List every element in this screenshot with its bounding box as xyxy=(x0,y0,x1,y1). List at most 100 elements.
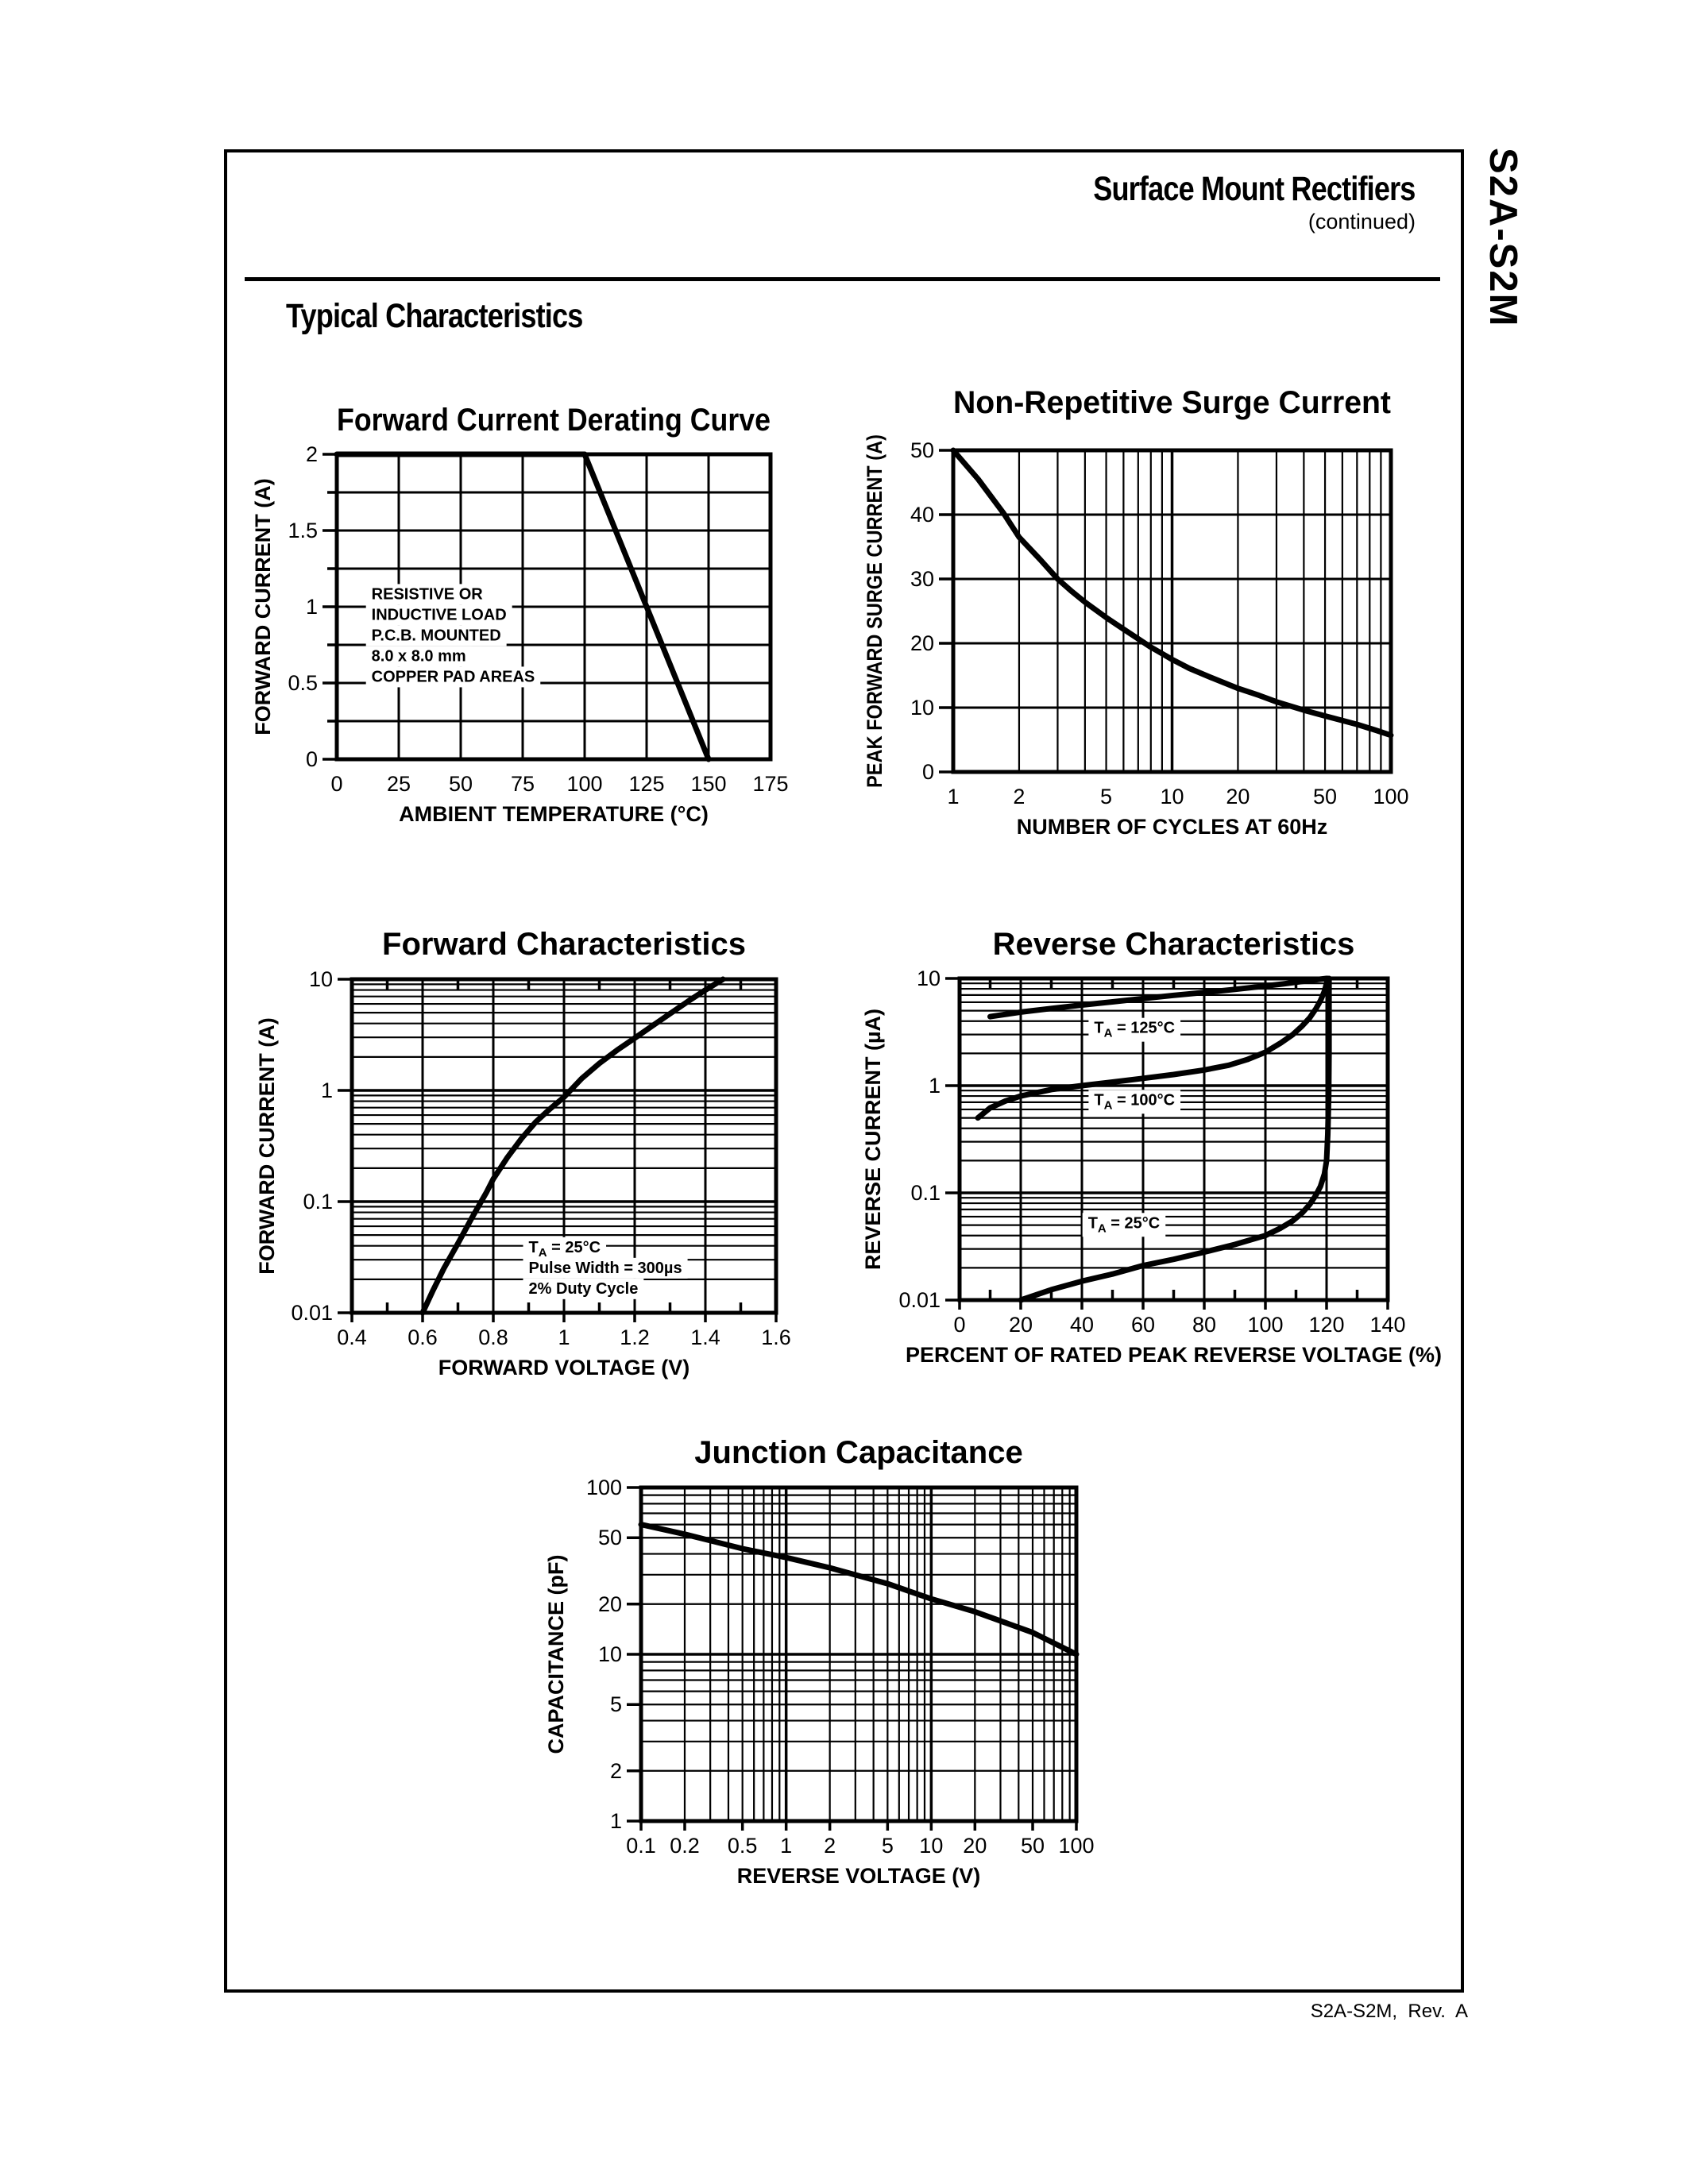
data-curve-reverse-100c xyxy=(975,975,1331,1121)
page-subtitle: (continued) xyxy=(1308,210,1416,233)
x-tick-label: 0.6 xyxy=(408,1325,438,1349)
x-axis-title: NUMBER OF CYCLES AT 60Hz xyxy=(1017,815,1328,839)
x-axis-title: PERCENT OF RATED PEAK REVERSE VOLTAGE (%… xyxy=(906,1343,1442,1367)
chart-reverse: TA = 125°C TA = 100°C TA = 25°C 0 20 40 60 80 10… xyxy=(842,905,1485,1410)
y-tick-label: 0.1 xyxy=(303,1190,333,1214)
x-tick-label: 0.5 xyxy=(728,1834,758,1858)
y-tick-label: 10 xyxy=(598,1642,622,1666)
y-tick-label: 0 xyxy=(306,747,318,771)
x-tick-label: 140 xyxy=(1369,1313,1405,1337)
y-tick-label: 5 xyxy=(610,1692,622,1716)
chart-title: Junction Capacitance xyxy=(694,1435,1022,1470)
x-tick-label: 0.4 xyxy=(337,1325,367,1349)
x-tick-label: 0.8 xyxy=(478,1325,508,1349)
x-tick-label: 150 xyxy=(690,772,726,796)
y-tick-label: 0.01 xyxy=(291,1301,333,1325)
side-tab-part-number: S2A-S2M xyxy=(1481,148,1524,328)
tick-labels: 0.1 0.2 0.5 1 2 5 10 20 50 100 1 2 5 10 20 50 100 xyxy=(586,1476,1095,1858)
x-tick-label: 20 xyxy=(1226,785,1250,808)
x-tick-label: 10 xyxy=(1160,785,1184,808)
y-tick-label: 10 xyxy=(910,696,934,720)
annotation-text: 2% Duty Cycle xyxy=(529,1280,639,1298)
tick-labels: 1 2 5 10 20 50 100 0 10 20 30 40 50 xyxy=(910,438,1409,808)
y-tick-label: 10 xyxy=(917,967,941,990)
y-tick-label: 10 xyxy=(309,967,333,991)
data-curve-surge-curve xyxy=(950,447,1394,739)
x-tick-label: 1.2 xyxy=(620,1325,650,1349)
y-axis-title: CAPACITANCE (pF) xyxy=(544,1555,568,1754)
x-tick-label: 80 xyxy=(1192,1313,1216,1337)
y-tick-label: 0.5 xyxy=(288,671,318,695)
x-tick-label: 120 xyxy=(1308,1313,1344,1337)
y-tick-label: 2 xyxy=(610,1759,622,1783)
chart-annotation: TA = 100°C xyxy=(1088,1090,1181,1114)
x-tick-label: 100 xyxy=(1373,785,1408,808)
annotation-mask xyxy=(523,1237,607,1261)
plot-border xyxy=(350,977,778,1315)
y-tick-label: 100 xyxy=(586,1476,622,1499)
chart-forward: TA = 25°C Pulse Width = 300µs 2% Duty Cycl… xyxy=(254,905,882,1410)
chart-canvas-surge: 1 2 5 10 20 50 100 0 10 20 30 40 50 Non-Repetitive Su… xyxy=(863,385,1409,839)
data-curve-capacitance-curve xyxy=(638,1522,1080,1657)
y-tick-label: 50 xyxy=(598,1526,622,1549)
axis-ticks xyxy=(323,453,337,761)
plot-border xyxy=(957,976,1390,1302)
x-tick-label: 2 xyxy=(824,1834,836,1858)
y-tick-label: 40 xyxy=(910,503,934,527)
y-axis-title: FORWARD CURRENT (A) xyxy=(251,478,275,735)
annotation-mask xyxy=(365,604,512,626)
annotation-text: TA = 25°C xyxy=(1088,1214,1161,1235)
annotation-text: TA = 25°C xyxy=(529,1239,601,1260)
section-title: Typical Characteristics xyxy=(286,297,583,335)
y-tick-label: 2 xyxy=(306,442,318,466)
annotation-mask xyxy=(1088,1017,1181,1042)
page-title: Surface Mount Rectifiers xyxy=(1093,170,1416,208)
x-axis-title: FORWARD VOLTAGE (V) xyxy=(438,1356,690,1379)
x-tick-label: 1 xyxy=(947,785,959,808)
plot-grid xyxy=(352,979,776,1313)
x-tick-label: 1.6 xyxy=(761,1325,791,1349)
x-tick-label: 5 xyxy=(882,1834,894,1858)
chart-junction: 0.1 0.2 0.5 1 2 5 10 20 50 100 1 2 5 10 20 50 100 Junctio… xyxy=(524,1414,1168,1930)
x-tick-label: 60 xyxy=(1131,1313,1155,1337)
x-tick-label: 100 xyxy=(1058,1834,1094,1858)
x-tick-label: 0 xyxy=(953,1313,965,1337)
axis-ticks xyxy=(939,449,953,774)
y-axis-title: PEAK FORWARD SURGE CURRENT (A) xyxy=(863,434,886,788)
x-tick-label: 0.1 xyxy=(626,1834,656,1858)
y-tick-label: 1 xyxy=(321,1078,333,1102)
data-curve-forward-curve xyxy=(419,976,726,1316)
plot-grid xyxy=(953,450,1391,772)
chart-canvas-reverse: TA = 125°CTA = 100°CTA = 25°C0 20 40 60 80 10… xyxy=(861,927,1442,1367)
chart-title: Forward Current Derating Curve xyxy=(337,403,771,438)
tick-labels: 0 20 40 60 80 100 120 140 0.01 0.1 1 10 xyxy=(898,967,1405,1337)
chart-annotation: RESISTIVE OR INDUCTIVE LOAD P.C.B. MOUNTED… xyxy=(365,584,541,688)
annotation-text: RESISTIVE OR xyxy=(372,585,484,603)
chart-canvas-junction: 0.1 0.2 0.5 1 2 5 10 20 50 100 1 2 5 10 20 50 100 Junctio… xyxy=(544,1435,1095,1888)
chart-derating: RESISTIVE OR INDUCTIVE LOAD P.C.B. MOUNTED… xyxy=(238,393,866,886)
plot-grid xyxy=(641,1488,1076,1821)
x-tick-label: 125 xyxy=(628,772,664,796)
annotation-text: INDUCTIVE LOAD xyxy=(372,606,507,623)
y-tick-label: 0 xyxy=(922,760,934,784)
chart-surge: 1 2 5 10 20 50 100 0 10 20 30 40 50 Non-Repetitive Su… xyxy=(842,372,1485,868)
x-tick-label: 75 xyxy=(511,772,535,796)
header-divider xyxy=(245,277,1440,281)
data-curve-derating-curve xyxy=(334,451,712,762)
chart-canvas-derating: RESISTIVE OR INDUCTIVE LOAD P.C.B. MOUNTED… xyxy=(251,403,789,826)
x-tick-label: 175 xyxy=(752,772,788,796)
annotation-mask xyxy=(1082,1213,1166,1237)
y-tick-label: 1 xyxy=(610,1809,622,1833)
x-tick-label: 1 xyxy=(558,1325,570,1349)
x-tick-label: 0 xyxy=(330,772,342,796)
footer-revision: S2A-S2M, Rev. A xyxy=(1310,2001,1468,2022)
plot-border xyxy=(951,448,1393,774)
x-tick-label: 100 xyxy=(1247,1313,1283,1337)
annotation-mask xyxy=(1088,1090,1181,1114)
chart-annotation: TA = 125°C xyxy=(1088,1017,1181,1042)
tick-labels: 0 25 50 75 100 125 150 175 0 0.5 1 1.5 2 xyxy=(288,442,788,796)
annotation-text: Pulse Width = 300µs xyxy=(529,1260,682,1277)
